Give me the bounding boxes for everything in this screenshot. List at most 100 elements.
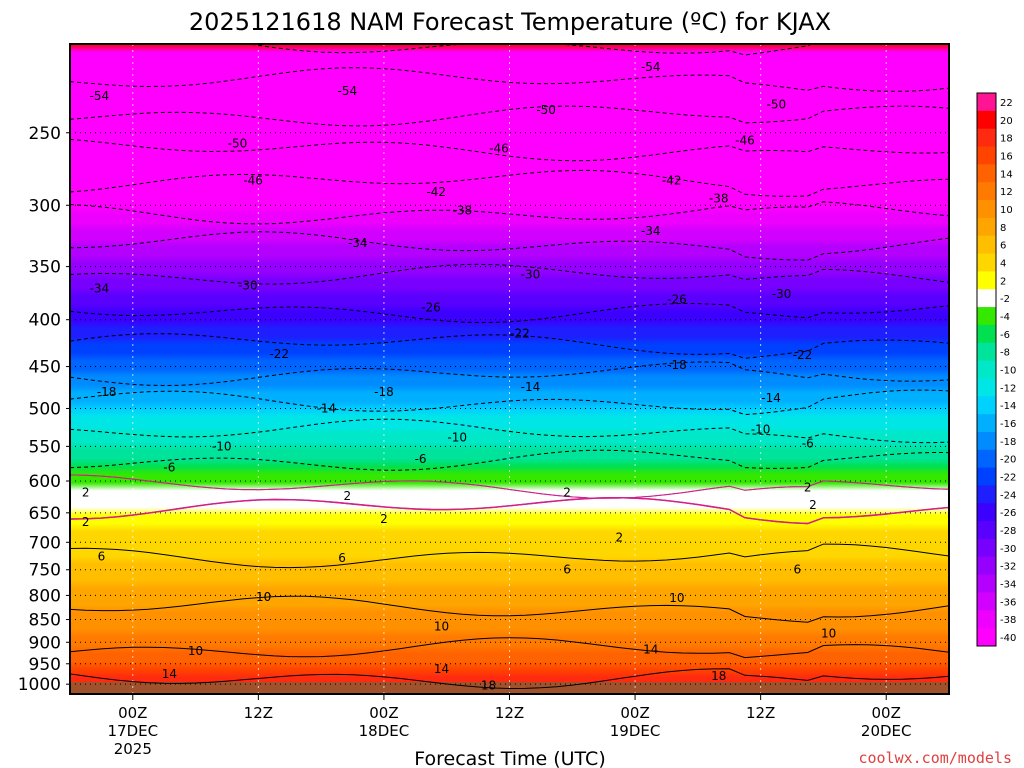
contour-label: -30 xyxy=(772,287,792,301)
contour-label-text: -50 xyxy=(536,103,556,117)
contour-line xyxy=(70,637,949,659)
colorbar-label: -40 xyxy=(1000,633,1016,644)
contour-lines xyxy=(70,44,949,690)
colorbar-label: -36 xyxy=(1000,597,1016,608)
contour-label-text: -14 xyxy=(761,391,781,405)
contour-label-text: -14 xyxy=(521,380,541,394)
chart-title: 2025121618 NAM Forecast Temperature (ºC)… xyxy=(189,8,831,36)
contour-label: 2 xyxy=(380,512,388,526)
contour-label: -10 xyxy=(212,439,232,453)
contour-label-text: -46 xyxy=(243,174,263,188)
colorbar-swatch xyxy=(977,182,996,201)
colorbar-swatch xyxy=(977,431,996,451)
contour-label-text: 14 xyxy=(434,662,449,676)
contour-label: -26 xyxy=(421,301,441,315)
y-tick-label: 700 xyxy=(29,533,61,553)
colorbar-label: -38 xyxy=(1000,615,1016,626)
contour-label: -42 xyxy=(426,185,446,199)
contour-label: 2 xyxy=(616,531,624,545)
contour-label: 14 xyxy=(434,662,449,676)
x-tick-label: 19DEC xyxy=(610,722,661,740)
contour-label-text: -26 xyxy=(667,292,687,306)
colorbar-swatch xyxy=(977,110,996,130)
colorbar-label: -6 xyxy=(1000,330,1010,341)
contour-label-text: 14 xyxy=(643,643,658,657)
contour-label-text: -46 xyxy=(489,141,509,155)
colorbar-swatch xyxy=(977,164,996,183)
colorbar-label: -20 xyxy=(1000,455,1016,466)
contour-label: -46 xyxy=(489,141,509,155)
contour-label-text: -42 xyxy=(426,185,446,199)
contour-line xyxy=(70,67,949,92)
x-tick-label: 18DEC xyxy=(359,722,410,740)
colorbar-label: -14 xyxy=(1000,401,1016,412)
colorbar-swatch xyxy=(977,485,996,504)
contour-label-text: -42 xyxy=(662,174,682,188)
y-tick-label: 800 xyxy=(29,586,61,606)
colorbar-label: -22 xyxy=(1000,473,1016,484)
colorbar-swatch xyxy=(977,342,996,362)
contour-line xyxy=(70,138,949,162)
y-tick-label: 600 xyxy=(29,472,61,492)
contour-label: -6 xyxy=(802,436,814,450)
contour-label: 2 xyxy=(804,481,812,495)
colorbar-swatch xyxy=(977,307,996,326)
contour-label-text: 10 xyxy=(821,626,836,640)
contour-line xyxy=(70,595,949,623)
contour-label-text: 10 xyxy=(434,619,449,633)
contour-label: 14 xyxy=(162,667,177,681)
contour-label-text: -50 xyxy=(767,98,787,112)
colorbar-label: 10 xyxy=(1000,205,1013,216)
colorbar-label: -30 xyxy=(1000,544,1016,555)
contour-label-text: 2 xyxy=(809,498,817,512)
colorbar-swatch xyxy=(977,360,996,379)
contour-label-text: -22 xyxy=(793,348,813,362)
contour-label-text: -22 xyxy=(510,326,530,340)
contour-line xyxy=(70,449,949,471)
contour-label-text: 6 xyxy=(98,549,106,563)
colorbar-label: 2 xyxy=(1000,276,1006,287)
contour-label: 10 xyxy=(434,619,449,633)
colorbar-label: 4 xyxy=(1000,258,1006,269)
contour-label: -26 xyxy=(667,292,687,306)
contour-label: 10 xyxy=(669,591,684,605)
contour-label: -18 xyxy=(667,358,687,372)
colorbar-swatch xyxy=(977,217,996,237)
y-tick-label: 400 xyxy=(29,311,61,331)
contour-label-text: -18 xyxy=(97,385,117,399)
contour-label: 6 xyxy=(793,563,801,577)
colorbar-swatch xyxy=(977,610,996,629)
contour-label: -50 xyxy=(228,137,248,151)
colorbar-swatch xyxy=(977,592,996,611)
colorbar-swatch xyxy=(977,253,996,272)
colorbar-swatch xyxy=(977,93,996,112)
colorbar-label: -10 xyxy=(1000,366,1016,377)
contour-line xyxy=(70,333,949,359)
contour-label: -38 xyxy=(453,204,473,218)
contour-label-text: -34 xyxy=(348,236,368,250)
contour-label: 14 xyxy=(643,643,658,657)
colorbar-label: 12 xyxy=(1000,187,1013,198)
contour-label: -18 xyxy=(374,385,394,399)
contour-label: 6 xyxy=(563,563,571,577)
x-tick-label: 12Z xyxy=(244,704,273,722)
contour-label: -22 xyxy=(793,348,813,362)
contour-label-text: 18 xyxy=(711,669,726,683)
y-tick-label: 950 xyxy=(29,655,61,675)
contour-label-text: 6 xyxy=(338,551,346,565)
contour-label: -42 xyxy=(662,174,682,188)
x-tick-label: 12Z xyxy=(746,704,775,722)
colorbar-label: -32 xyxy=(1000,562,1016,573)
contour-label: -22 xyxy=(269,347,289,361)
colorbar-label: 6 xyxy=(1000,241,1006,252)
x-tick-label: 12Z xyxy=(495,704,524,722)
x-tick-label: 20DEC xyxy=(861,722,912,740)
contour-line xyxy=(70,169,949,197)
contour-label: -54 xyxy=(641,60,661,74)
contour-label-text: 2 xyxy=(82,515,90,529)
contour-label-text: -46 xyxy=(735,134,755,148)
contour-label: -34 xyxy=(89,282,109,296)
contour-label: 2 xyxy=(563,486,571,500)
time-gridlines xyxy=(132,44,887,694)
